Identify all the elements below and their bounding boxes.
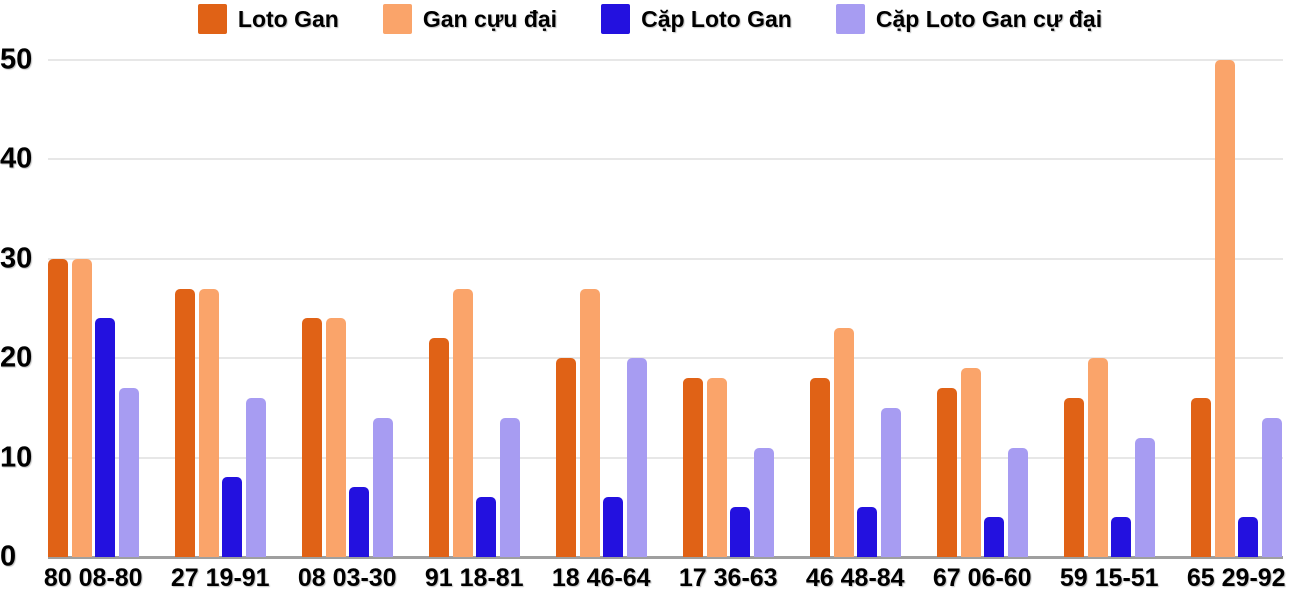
x-axis-category-label: 08 03-30: [297, 564, 397, 592]
legend-label: Cặp Loto Gan cự đại: [875, 5, 1103, 32]
bar-series-2-group-4: [452, 288, 473, 557]
bar-series-2-group-2: [198, 288, 219, 557]
bar-series-4-group-2: [245, 397, 266, 557]
legend-item-series-4[interactable]: Cặp Loto Gan cự đại: [835, 4, 1103, 34]
bar-series-2-group-9: [1087, 358, 1108, 557]
chart-legend: Loto Gan Gan cựu đại Cặp Loto Gan Cặp Loto …: [0, 4, 1300, 34]
bar-series-1-group-7: [810, 378, 830, 557]
x-axis-category-label: 18 46-64: [551, 564, 651, 592]
gridline: [48, 456, 1283, 459]
bar-series-1-group-6: [683, 378, 703, 557]
bar-series-4-group-10: [1261, 417, 1282, 557]
legend-color-swatch: [835, 4, 865, 34]
y-axis-tick-label: 20: [0, 341, 33, 374]
bar-series-2-group-3: [325, 318, 346, 557]
bar-series-4-group-4: [499, 417, 520, 557]
x-axis-baseline: [48, 556, 1283, 559]
legend-label: Loto Gan: [237, 5, 339, 32]
bar-series-4-group-1: [118, 388, 139, 557]
bar-series-2-group-1: [71, 258, 92, 557]
bar-series-2-group-6: [706, 378, 727, 557]
legend-label: Gan cựu đại: [422, 5, 558, 32]
bar-series-2-group-10: [1214, 60, 1235, 557]
bar-series-3-group-3: [349, 487, 369, 557]
y-axis-tick-label: 10: [0, 441, 33, 474]
bar-series-1-group-2: [175, 288, 195, 557]
legend-item-series-2[interactable]: Gan cựu đại: [382, 4, 558, 34]
bar-series-4-group-5: [626, 358, 647, 557]
bar-series-3-group-7: [857, 507, 877, 557]
bar-series-1-group-8: [937, 388, 957, 557]
bar-series-3-group-2: [222, 477, 242, 557]
bar-series-3-group-1: [95, 318, 115, 557]
y-axis-tick-label: 50: [0, 43, 33, 76]
x-axis-category-label: 17 36-63: [678, 564, 778, 592]
bar-series-3-group-8: [984, 517, 1004, 557]
y-axis-tick-label: 0: [0, 540, 17, 573]
bar-series-4-group-9: [1134, 437, 1155, 557]
bar-series-4-group-8: [1007, 447, 1028, 557]
x-axis-category-label: 80 08-80: [43, 564, 143, 592]
gridline: [48, 357, 1283, 360]
bar-series-2-group-7: [833, 328, 854, 557]
bar-series-4-group-7: [880, 407, 901, 557]
gridline: [48, 158, 1283, 161]
bar-series-3-group-6: [730, 507, 750, 557]
bar-series-1-group-5: [556, 358, 576, 557]
bar-series-1-group-4: [429, 338, 449, 557]
bar-series-3-group-5: [603, 497, 623, 557]
bar-series-3-group-4: [476, 497, 496, 557]
bar-series-2-group-5: [579, 288, 600, 557]
bar-series-3-group-10: [1238, 517, 1258, 557]
bar-series-3-group-9: [1111, 517, 1131, 557]
y-axis-tick-label: 40: [0, 142, 33, 175]
bar-series-1-group-9: [1064, 397, 1084, 557]
bar-series-1-group-1: [48, 258, 68, 557]
legend-item-series-3[interactable]: Cặp Loto Gan: [601, 4, 792, 34]
bar-series-2-group-8: [960, 368, 981, 557]
x-axis-category-label: 27 19-91: [170, 564, 270, 592]
bar-series-1-group-3: [302, 318, 322, 557]
bar-series-4-group-3: [372, 417, 393, 557]
x-axis-category-label: 46 48-84: [805, 564, 905, 592]
bar-series-4-group-6: [753, 447, 774, 557]
legend-color-swatch: [601, 4, 631, 34]
legend-color-swatch: [197, 4, 227, 34]
y-axis-tick-label: 30: [0, 242, 33, 275]
x-axis-category-label: 65 29-92: [1186, 564, 1286, 592]
legend-item-series-1[interactable]: Loto Gan: [197, 4, 339, 34]
legend-color-swatch: [382, 4, 412, 34]
x-axis-category-label: 67 06-60: [932, 564, 1032, 592]
x-axis-category-label: 91 18-81: [424, 564, 524, 592]
gridline: [48, 257, 1283, 260]
bar-series-1-group-10: [1191, 397, 1211, 557]
gridline: [48, 59, 1283, 61]
legend-label: Cặp Loto Gan: [641, 5, 792, 32]
x-axis-category-label: 59 15-51: [1059, 564, 1159, 592]
